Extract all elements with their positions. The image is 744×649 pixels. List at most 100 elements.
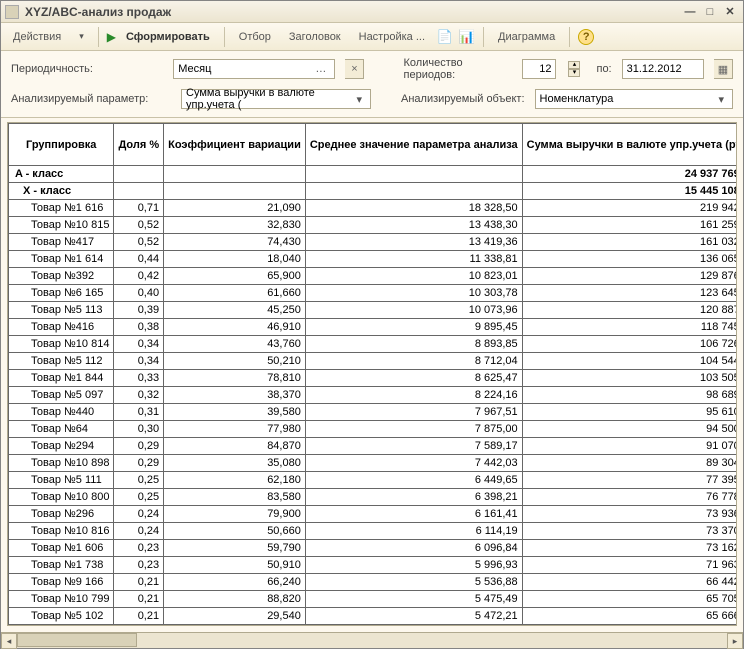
cell: 6 161,41 [305,506,522,523]
cell-name: Товар №10 814 [9,336,114,353]
dropdown-icon[interactable]: ▾ [714,93,728,106]
table-row[interactable]: Товар №9 1660,2166,2405 536,8866 442,503… [9,574,738,591]
cell-name: Товар №1 616 [9,200,114,217]
table-row[interactable]: Товар №4170,5274,43013 419,36161 032,311… [9,234,738,251]
table-row[interactable]: Товар №1 7320,2125,8905 295,9363 551,107… [9,625,738,627]
ellipsis-icon[interactable]: … [311,63,330,75]
periods-count-label: Количество периодов: [404,57,512,81]
settings-button[interactable]: Настройка ... [353,29,431,45]
table-row[interactable]: Товар №10 7990,2188,8205 475,4965 705,83… [9,591,738,608]
chart-button[interactable]: Диаграмма [492,29,561,45]
table-row[interactable]: Товар №1 6160,7121,09018 328,50219 942,0… [9,200,738,217]
scroll-thumb[interactable] [17,633,137,647]
cell: 83,580 [164,489,306,506]
table-row[interactable]: Товар №10 8000,2583,5806 398,2176 778,49… [9,489,738,506]
cell: 161 259,54 [522,217,737,234]
toolbar: Действия ▾ ▶ Сформировать Отбор Заголово… [1,23,743,51]
cell: 98 689,86 [522,387,737,404]
table-row[interactable]: Товар №10 8980,2935,0807 442,0389 304,33… [9,455,738,472]
object-select[interactable]: Номенклатура ▾ [535,89,733,109]
form-button[interactable]: Сформировать [120,29,216,45]
periods-value: 12 [539,63,551,75]
table-row[interactable]: Товар №640,3077,9807 875,0094 500,009,00… [9,421,738,438]
table-row[interactable]: Товар №5 1120,3450,2108 712,04104 544,53… [9,353,738,370]
cell-name: Товар №5 113 [9,302,114,319]
table-row[interactable]: Товар №2960,2479,9006 161,4173 936,9019,… [9,506,738,523]
scroll-left-icon[interactable]: ◂ [1,633,17,649]
table-row[interactable]: Товар №1 6060,2359,7906 096,8473 162,041… [9,540,738,557]
cell: 6 114,19 [305,523,522,540]
cell: 6 449,65 [305,472,522,489]
table-row[interactable]: Товар №4160,3846,9109 895,45118 745,441 … [9,319,738,336]
cell-name: Товар №1 606 [9,540,114,557]
table-row[interactable]: Товар №1 6140,4418,04011 338,81136 065,7… [9,251,738,268]
table-row[interactable]: Товар №5 0970,3238,3708 224,1698 689,861… [9,387,738,404]
dropdown-icon[interactable]: ▾ [352,93,366,106]
cell: 0,25 [114,489,164,506]
actions-dropdown-icon[interactable]: ▾ [73,29,90,44]
separator [98,27,99,47]
scroll-right-icon[interactable]: ▸ [727,633,743,649]
table-row[interactable]: Товар №6 1650,4061,66010 303,78123 645,3… [9,285,738,302]
header-button[interactable]: Заголовок [283,29,347,45]
cell: 66 442,50 [522,574,737,591]
table-row[interactable]: Товар №2940,2984,8707 589,1791 070,0015,… [9,438,738,455]
table-row[interactable]: Товар №10 8140,3443,7608 893,85106 726,2… [9,336,738,353]
periodicity-select[interactable]: Месяц … [173,59,335,79]
cell-name: Товар №417 [9,234,114,251]
cell: 73 936,90 [522,506,737,523]
cell: 65 666,55 [522,608,737,625]
cell: 0,52 [114,217,164,234]
scroll-track[interactable] [17,633,727,648]
cell: 0,52 [114,234,164,251]
titlebar: XYZ/ABC-анализ продаж — □ ✕ [1,1,743,23]
table-row[interactable]: Товар №5 1130,3945,25010 073,96120 887,4… [9,302,738,319]
help-icon[interactable]: ? [578,29,594,45]
cell: 65 705,83 [522,591,737,608]
table-row[interactable]: Товар №10 8150,5232,83013 438,30161 259,… [9,217,738,234]
clear-periodicity-button[interactable]: × [345,59,364,79]
close-button[interactable]: ✕ [721,4,739,20]
cell: 6 398,21 [305,489,522,506]
cell: 0,24 [114,523,164,540]
cell: 8 893,85 [305,336,522,353]
date-input[interactable]: 31.12.2012 [622,59,704,79]
param-value: Сумма выручки в валюте упр.учета ( [186,87,352,111]
horizontal-scrollbar[interactable]: ◂ ▸ [1,632,743,648]
data-grid[interactable]: Группировка Доля % Коэффициент вариации … [7,122,737,626]
periods-input[interactable]: 12 [522,59,557,79]
table-row[interactable]: Товар №4400,3139,5807 967,5195 610,121 0… [9,404,738,421]
play-icon: ▶ [107,30,116,44]
param-select[interactable]: Сумма выручки в валюте упр.учета ( ▾ [181,89,371,109]
table-row[interactable]: Товар №5 1110,2562,1806 449,6577 395,842… [9,472,738,489]
cell: 39,580 [164,404,306,421]
cell: 5 475,49 [305,591,522,608]
cell: 0,25 [114,472,164,489]
cell-name: Товар №416 [9,319,114,336]
table-row[interactable]: Товар №1 8440,3378,8108 625,47103 505,60… [9,370,738,387]
table-row[interactable]: Товар №10 8160,2450,6606 114,1973 370,23… [9,523,738,540]
table-row[interactable]: A - класс24 937 769,39303 124,1388 351,0… [9,166,738,183]
filter-button[interactable]: Отбор [233,29,277,45]
table-row[interactable]: Товар №1 7380,2350,9105 996,9371 963,106… [9,557,738,574]
col-group: Группировка [9,124,114,166]
actions-menu[interactable]: Действия [7,29,67,45]
app-icon [5,5,19,19]
spin-up-icon[interactable]: ▴ [568,61,580,69]
maximize-button[interactable]: □ [701,4,719,20]
cell: 73 162,04 [522,540,737,557]
spin-down-icon[interactable]: ▾ [568,69,580,77]
cell: 89 304,33 [522,455,737,472]
cell: 0,42 [114,268,164,285]
cell: 103 505,60 [522,370,737,387]
tool-icon-1[interactable]: 📄 [437,29,453,45]
tool-icon-2[interactable]: 📊 [459,29,475,45]
table-row[interactable]: Товар №3920,4265,90010 823,01129 876,139… [9,268,738,285]
periods-spinner[interactable]: ▴▾ [568,61,580,77]
date-picker-button[interactable]: ▦ [714,59,733,79]
cell-name: Товар №9 166 [9,574,114,591]
table-row[interactable]: Товар №5 1020,2129,5405 472,2165 666,551… [9,608,738,625]
cell: 50,660 [164,523,306,540]
table-row[interactable]: X - класс15 445 108,15264 520,1974 131,0… [9,183,738,200]
minimize-button[interactable]: — [681,4,699,20]
